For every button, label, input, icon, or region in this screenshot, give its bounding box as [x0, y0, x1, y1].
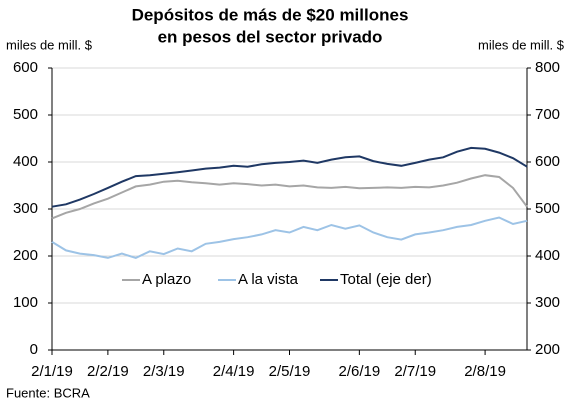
- legend-label: Total (eje der): [340, 271, 432, 288]
- y-tick-label: 300: [13, 200, 38, 217]
- x-tick-label: 2/4/19: [213, 363, 255, 380]
- y-tick-label: 100: [13, 294, 38, 311]
- y2-tick-label: 400: [535, 247, 560, 264]
- y-axis-label: miles de mill. $: [6, 37, 93, 52]
- y2-tick-label: 300: [535, 294, 560, 311]
- y-tick-label: 0: [30, 341, 38, 358]
- series-line: [51, 174, 528, 220]
- y-tick-label: 600: [13, 59, 38, 76]
- y2-tick-label: 600: [535, 153, 560, 170]
- y2-tick-label: 200: [535, 341, 560, 358]
- x-tick-label: 2/8/19: [464, 363, 506, 380]
- x-tick-label: 2/2/19: [87, 363, 129, 380]
- series-line: [51, 146, 528, 208]
- x-tick-label: 2/5/19: [269, 363, 311, 380]
- legend-label: A la vista: [238, 271, 299, 288]
- source: Fuente: BCRA: [6, 385, 90, 400]
- y2-axis-label: miles de mill. $: [478, 37, 565, 52]
- y-tick-label: 200: [13, 247, 38, 264]
- series-line: [51, 216, 528, 259]
- legend-label: A plazo: [142, 271, 191, 288]
- x-tick-label: 2/6/19: [338, 363, 380, 380]
- y-tick-label: 400: [13, 153, 38, 170]
- y2-tick-label: 700: [535, 106, 560, 123]
- chart-title: en pesos del sector privado: [158, 27, 383, 46]
- y2-tick-label: 500: [535, 200, 560, 217]
- x-tick-label: 2/1/19: [31, 363, 73, 380]
- y2-tick-label: 800: [535, 59, 560, 76]
- y-tick-label: 500: [13, 106, 38, 123]
- chart-title: Depósitos de más de $20 millones: [132, 5, 409, 24]
- x-tick-label: 2/3/19: [143, 363, 185, 380]
- x-tick-label: 2/7/19: [394, 363, 436, 380]
